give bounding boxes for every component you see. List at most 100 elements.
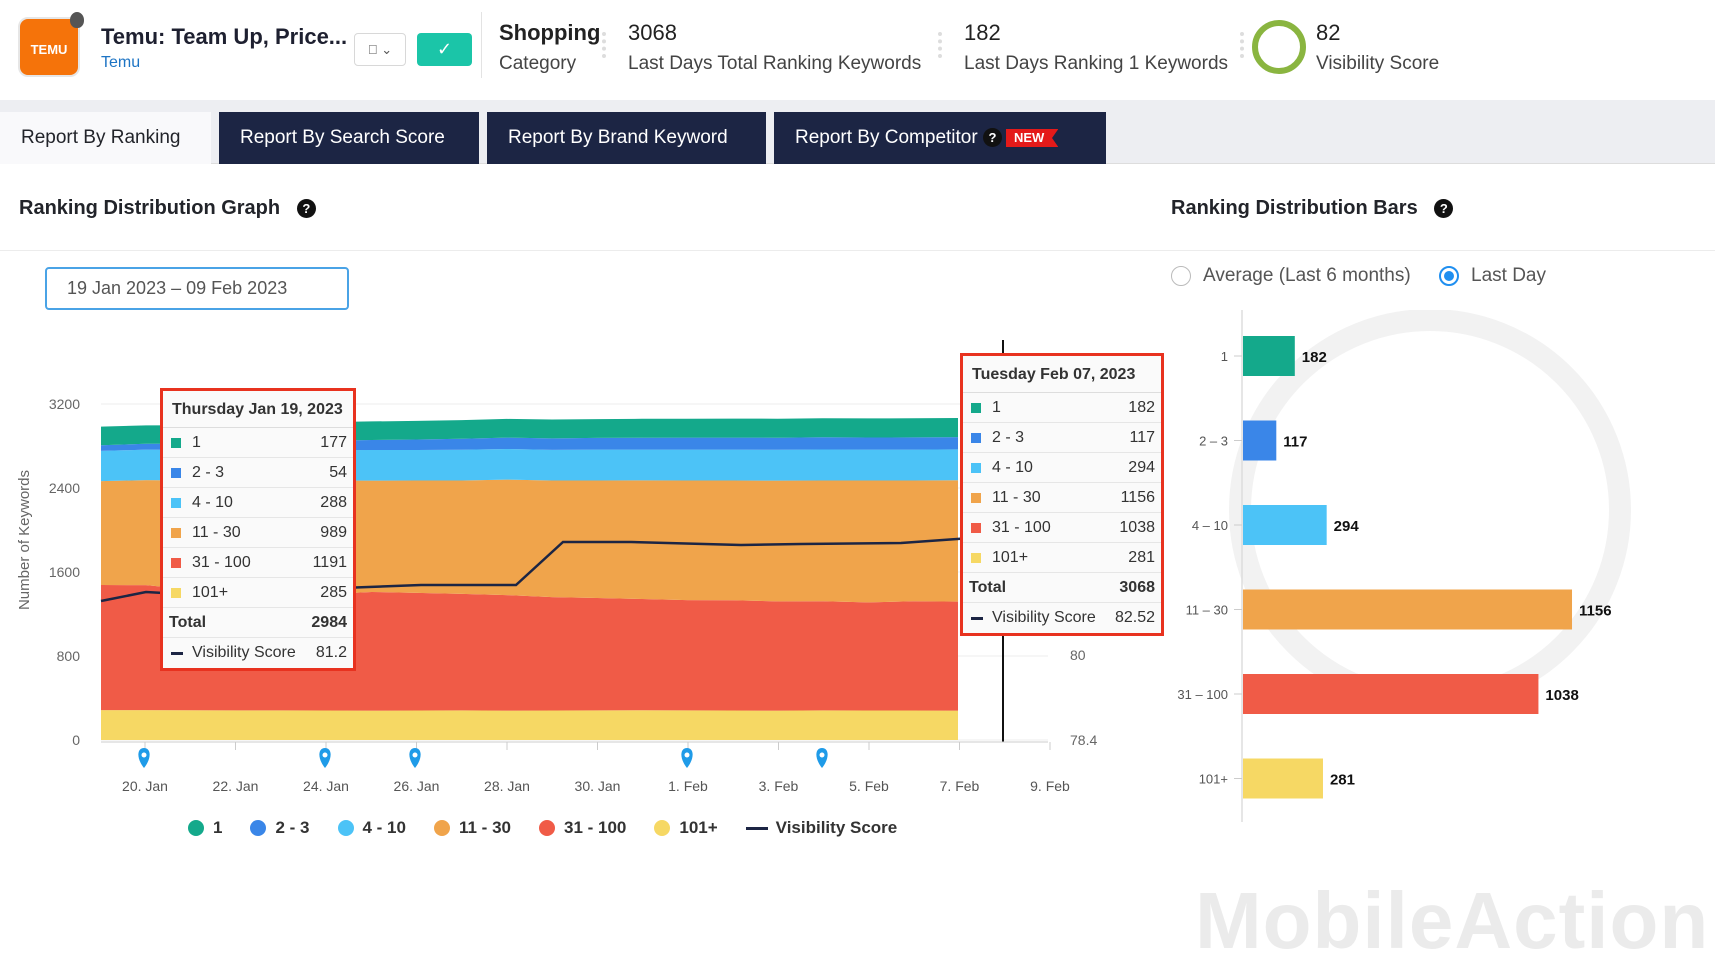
- stat-label: Last Days Ranking 1 Keywords: [964, 53, 1229, 74]
- marker-dot: [412, 752, 418, 758]
- tooltip-series-value: 294: [1128, 459, 1155, 476]
- tooltip-swatch: [971, 433, 981, 443]
- help-icon[interactable]: ?: [296, 199, 316, 219]
- tooltip-swatch: [171, 438, 181, 448]
- tooltip-series-name: 2 - 3: [192, 464, 225, 481]
- tooltip-swatch: [171, 558, 181, 568]
- event-marker-icon: [409, 748, 421, 768]
- tooltip-total-value: 2984: [311, 614, 347, 631]
- tooltip-swatch: [171, 588, 181, 598]
- bar-value-label: 182: [1302, 349, 1327, 366]
- chart-legend: 1 2 - 3 4 - 10 11 - 30 31 - 100 101+ Visibilit…: [188, 818, 925, 838]
- visibility-ring: [1252, 20, 1306, 74]
- date-separator: –: [171, 278, 182, 298]
- bar-2: [1243, 505, 1327, 545]
- tooltip-row: 31 - 100 1191: [163, 548, 353, 578]
- stat-value: 82: [1316, 20, 1341, 45]
- tooltip-series-name: 101+: [192, 584, 229, 601]
- ranking-graph-title: Ranking Distribution Graph ?: [19, 197, 316, 220]
- tooltip-row: 2 - 3 54: [163, 458, 353, 488]
- event-marker-icon: [138, 748, 150, 768]
- help-icon[interactable]: ?: [1434, 199, 1454, 219]
- tooltip-visibility-row: Visibility Score 82.52: [963, 603, 1161, 633]
- stat-separator: [938, 32, 942, 58]
- stat-label: Last Days Total Ranking Keywords: [628, 53, 922, 74]
- marker-pin: [138, 748, 150, 768]
- x-tick-label: 28. Jan: [484, 778, 530, 794]
- legend-dot: [433, 820, 450, 836]
- confirm-button[interactable]: ✓: [417, 33, 472, 66]
- bar-category-label: 101+: [1199, 772, 1228, 787]
- bar-value-label: 294: [1334, 518, 1360, 535]
- tooltip-visibility-label: Visibility Score: [192, 644, 296, 661]
- check-icon: ✓: [436, 39, 453, 59]
- tooltip-series-value: 281: [1128, 549, 1155, 566]
- legend-item[interactable]: 2 - 3: [250, 818, 310, 838]
- tooltip-series-name: 31 - 100: [192, 554, 251, 571]
- tooltip-series-name: 31 - 100: [992, 519, 1051, 536]
- help-icon[interactable]: ?: [982, 128, 1002, 148]
- bar-5: [1243, 758, 1323, 799]
- tooltip-swatch: [171, 468, 181, 478]
- app-header: TEMU Temu: Team Up, Price... Temu  ⌄ ✓ …: [0, 0, 1715, 100]
- marker-dot: [141, 752, 147, 758]
- event-marker-icon: [816, 748, 828, 768]
- radio-circle-selected[interactable]: [1439, 265, 1459, 286]
- marker-pin: [409, 748, 421, 768]
- date-to: 09 Feb 2023: [186, 278, 288, 298]
- tooltip-date: Tuesday Feb 07, 2023: [963, 356, 1161, 393]
- stat-separator: [602, 32, 606, 58]
- tooltip-visibility-value: 82.52: [1114, 609, 1155, 626]
- legend-item[interactable]: 4 - 10: [337, 818, 406, 838]
- legend-item[interactable]: 1: [188, 818, 222, 838]
- app-developer-link[interactable]: Temu: [101, 54, 141, 71]
- tooltip-total-value: 3068: [1119, 579, 1155, 596]
- tooltip-series-name: 1: [192, 434, 201, 451]
- tooltip-swatch: [971, 403, 981, 413]
- tooltip-series-name: 11 - 30: [192, 524, 241, 541]
- radio-circle[interactable]: [1171, 265, 1191, 286]
- marker-dot: [684, 752, 690, 758]
- bar-3: [1243, 589, 1573, 630]
- app-logo-text: TEMU: [30, 42, 68, 57]
- date-range-picker[interactable]: 19 Jan 2023 – 09 Feb 2023: [45, 267, 349, 310]
- legend-item[interactable]: 101+: [654, 818, 718, 838]
- tooltip-series-name: 2 - 3: [992, 429, 1025, 446]
- tab-report-by-competitor[interactable]: Report By Competitor ? NEW: [774, 112, 1106, 164]
- watermark: MobileAction: [1195, 876, 1710, 965]
- tooltip-series-value: 288: [320, 494, 347, 511]
- tooltip-feb-07: Tuesday Feb 07, 2023 1 182 2 - 3 117 4 - 10 2…: [960, 353, 1164, 636]
- bar-category-label: 11 – 30: [1186, 603, 1228, 618]
- legend-dot: [538, 820, 555, 836]
- legend-item[interactable]: Visibility Score: [745, 818, 897, 838]
- legend-item[interactable]: 31 - 100: [538, 818, 626, 838]
- tooltip-visibility-label: Visibility Score: [992, 609, 1096, 626]
- radio-last-day[interactable]: Last Day: [1439, 265, 1546, 287]
- app-title[interactable]: Temu: Team Up, Price...: [101, 24, 348, 49]
- tab-report-by-search-score[interactable]: Report By Search Score: [219, 112, 479, 164]
- bar-category-label: 1: [1221, 349, 1228, 364]
- tooltip-row: 4 - 10 288: [163, 488, 353, 518]
- bar-value-label: 117: [1283, 434, 1307, 451]
- tooltip-swatch: [171, 498, 181, 508]
- radio-average[interactable]: Average (Last 6 months): [1171, 265, 1411, 287]
- legend-item[interactable]: 11 - 30: [433, 818, 511, 838]
- report-tabs: Report By Ranking Report By Search Score…: [0, 100, 1715, 164]
- x-tick-label: 7. Feb: [940, 778, 980, 794]
- tooltip-series-name: 1: [992, 399, 1001, 416]
- bar-category-label: 31 – 100: [1177, 687, 1228, 702]
- tooltip-row: 1 182: [963, 393, 1161, 423]
- tab-label: Report By Competitor: [795, 127, 978, 148]
- tab-report-by-ranking[interactable]: Report By Ranking: [0, 112, 211, 164]
- tab-report-by-brand-keyword[interactable]: Report By Brand Keyword: [487, 112, 766, 164]
- stat-value: 3068: [628, 20, 677, 45]
- x-tick-label: 30. Jan: [575, 778, 621, 794]
- platform-dropdown[interactable]:  ⌄: [354, 33, 406, 66]
- bar-value-label: 1156: [1579, 603, 1612, 620]
- header-divider: [481, 12, 482, 78]
- legend-dot: [337, 820, 354, 836]
- x-tick-label: 3. Feb: [759, 778, 799, 794]
- y2-tick-label: 80: [1070, 647, 1086, 663]
- x-tick-label: 5. Feb: [849, 778, 889, 794]
- legend-dot: [250, 820, 267, 836]
